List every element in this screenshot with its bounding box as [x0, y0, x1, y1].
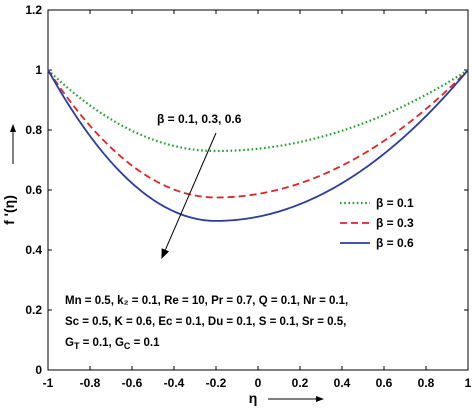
x-tick-label: -0.8	[80, 376, 101, 390]
x-tick-label: -1	[43, 376, 54, 390]
y-tick-label: 0.4	[25, 243, 42, 257]
y-tick-label: 0	[35, 363, 42, 377]
parameter-line-1: Mn = 0.5, k₂ = 0.1, Re = 10, Pr = 0.7, Q…	[65, 295, 348, 307]
gc-sub: C	[124, 341, 131, 351]
gt-sub: T	[74, 341, 80, 351]
x-tick-label: 0	[255, 376, 262, 390]
legend-label-1: β = 0.1	[376, 196, 414, 210]
x-tick-label: -0.2	[206, 376, 227, 390]
series-line-3	[47, 69, 469, 222]
y-axis-arrowhead	[10, 124, 16, 132]
annotation-arrowhead	[161, 248, 170, 259]
series-line-2	[47, 69, 469, 199]
legend: β = 0.1 β = 0.3 β = 0.6	[340, 196, 414, 250]
gc-main: G	[115, 337, 124, 349]
gt-value: = 0.1,	[79, 337, 114, 349]
annotation-arrow	[164, 132, 217, 251]
x-tick-label: 0.6	[376, 376, 393, 390]
x-tick-label: 0.8	[418, 376, 435, 390]
legend-label-2: β = 0.3	[376, 216, 414, 230]
parameter-line-3: GT = 0.1, GC = 0.1	[65, 337, 160, 351]
parameter-line-2: Sc = 0.5, K = 0.6, Ec = 0.1, Du = 0.1, S…	[65, 316, 346, 328]
ticks: -1 -0.8 -0.6 -0.4 -0.2 0 0.2 0.4 0.6 0.8 1 0 0.2 0.4 0…	[25, 3, 471, 390]
y-tick-label: 0.2	[25, 303, 42, 317]
x-axis-arrowhead	[316, 396, 324, 402]
x-tick-label: 1	[465, 376, 472, 390]
y-tick-label: 1	[35, 63, 42, 77]
x-axis-label: η	[249, 390, 258, 406]
annotation-label: β = 0.1, 0.3, 0.6	[157, 112, 242, 126]
y-tick-label: 1.2	[25, 3, 42, 17]
y-tick-label: 0.8	[25, 123, 42, 137]
x-tick-label: -0.6	[122, 376, 143, 390]
y-axis-label: f '(η)	[1, 195, 17, 225]
series-line-1	[47, 69, 469, 153]
y-tick-label: 0.6	[25, 183, 42, 197]
gt-main: G	[65, 337, 74, 349]
gc-value: = 0.1	[130, 337, 160, 349]
x-tick-label: 0.2	[292, 376, 309, 390]
x-tick-label: -0.4	[164, 376, 185, 390]
legend-label-3: β = 0.6	[376, 236, 414, 250]
series	[47, 69, 469, 222]
x-tick-label: 0.4	[334, 376, 351, 390]
